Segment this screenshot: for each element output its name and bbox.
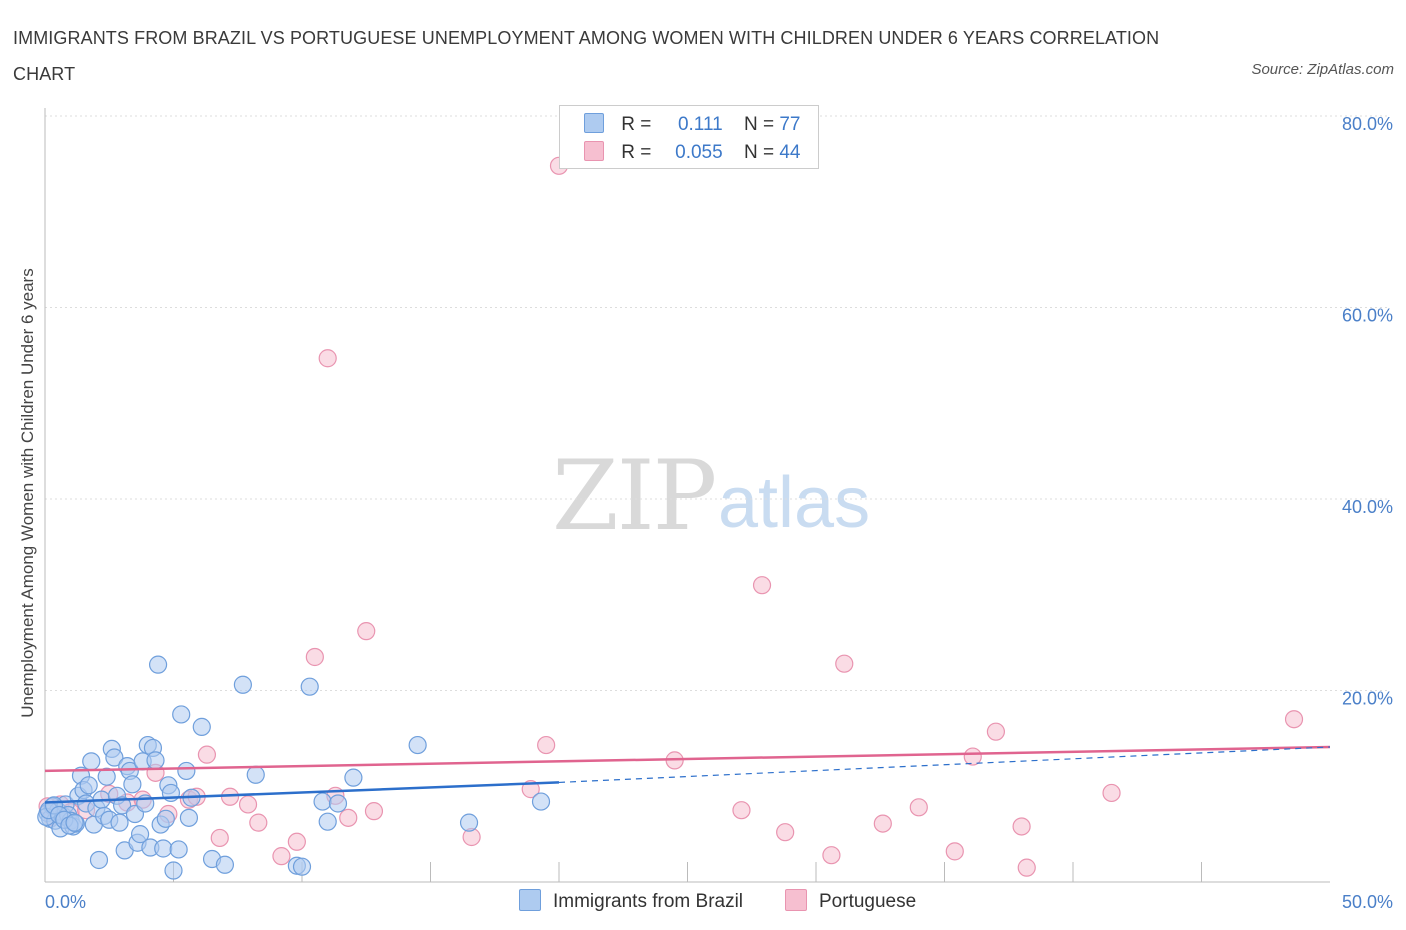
grid-lines <box>45 115 1390 691</box>
brazil-point <box>344 768 363 787</box>
brazil-point <box>179 808 199 827</box>
portuguese-point <box>909 798 928 817</box>
y-tick-label: 60.0% <box>1342 306 1393 326</box>
portuguese-point <box>963 747 982 766</box>
portuguese-point <box>238 795 258 814</box>
portuguese-point <box>1102 783 1121 803</box>
portuguese-point <box>873 814 892 833</box>
brazil-point <box>110 813 129 832</box>
brazil-point <box>97 767 116 786</box>
brazil-point <box>79 776 98 795</box>
y-tick-label: 80.0% <box>1342 114 1393 134</box>
brazil-point <box>408 735 427 755</box>
axes <box>44 108 1330 883</box>
brazil-swatch <box>584 113 604 133</box>
brazil-point <box>148 655 168 674</box>
y-tick-label: 20.0% <box>1342 689 1393 709</box>
watermark-atlas: atlas <box>718 463 871 543</box>
brazil-point <box>172 705 191 724</box>
bottom-legend-portuguese: Portuguese <box>785 889 916 913</box>
brazil-point <box>318 812 337 831</box>
bottom-legend-portuguese-label: Portuguese <box>819 891 917 912</box>
brazil-point <box>112 796 132 815</box>
portuguese-point <box>249 813 268 832</box>
source-label: Source: ZipAtlas.com <box>1251 61 1394 78</box>
trend-lines <box>44 745 1331 804</box>
brazil-point <box>154 839 173 858</box>
legend-r-value-portuguese: 0.055 <box>675 142 723 163</box>
brazil-point <box>292 857 312 876</box>
brazil-point <box>82 752 101 771</box>
y-tick-label: 40.0% <box>1342 497 1393 517</box>
brazil-trend-line <box>44 781 560 804</box>
legend-r-value-brazil: 0.111 <box>677 114 723 135</box>
brazil-point <box>105 748 124 767</box>
portuguese-trend-line <box>44 745 1331 773</box>
bottom-brazil-swatch <box>519 889 541 911</box>
portuguese-point <box>210 828 229 848</box>
portuguese-point <box>220 787 240 806</box>
chart-title: IMMIGRANTS FROM BRAZIL VS PORTUGUESE UNE… <box>13 28 1160 84</box>
brazil-point <box>177 761 196 781</box>
brazil-point <box>192 717 211 736</box>
legend-n-label-portuguese: N = <box>743 142 775 163</box>
portuguese-point <box>272 847 291 866</box>
brazil-point <box>123 775 142 794</box>
portuguese-point <box>305 647 324 667</box>
brazil-point <box>328 794 348 813</box>
portuguese-point <box>339 808 358 827</box>
legend-row-portuguese: R = 0.055 N = 44 <box>584 141 800 165</box>
portuguese-point <box>1012 817 1031 836</box>
brazil-point <box>300 677 319 696</box>
brazil-point <box>164 861 183 880</box>
legend-n-value-portuguese: 44 <box>779 142 801 163</box>
brazil-point <box>65 813 84 832</box>
bottom-legend-brazil: Immigrants from Brazil <box>519 889 743 913</box>
brazil-point <box>459 813 479 832</box>
portuguese-point <box>318 349 337 368</box>
legend-n-label-brazil: N = <box>743 114 775 135</box>
portuguese-point <box>776 823 795 842</box>
brazil-point <box>156 809 175 828</box>
brazil-trend-extension <box>558 746 1331 784</box>
x-tick-label: 0.0% <box>45 892 86 912</box>
portuguese-point <box>945 842 964 861</box>
brazil-point <box>146 751 165 770</box>
correlation-legend: R = 0.111 N = 77 R = 0.055 N = 44 <box>559 105 819 169</box>
portuguese-point <box>537 735 556 755</box>
portuguese-point <box>732 801 751 820</box>
portuguese-point <box>1284 710 1304 729</box>
tick-labels: 20.0% 40.0% 60.0% 80.0% 0.0% 50.0% <box>45 114 1393 912</box>
bottom-legend-brazil-label: Immigrants from Brazil <box>553 891 744 912</box>
portuguese-point <box>364 802 384 821</box>
watermark-zip: ZIP <box>552 440 717 552</box>
legend-row-brazil: R = 0.111 N = 77 <box>584 113 800 137</box>
portuguese-point <box>822 846 841 865</box>
brazil-point <box>215 855 234 874</box>
portuguese-point <box>1017 858 1036 877</box>
portuguese-point <box>986 722 1006 741</box>
portuguese-point <box>357 622 376 641</box>
brazil-point <box>313 792 332 811</box>
portuguese-point <box>752 576 772 595</box>
portuguese-point <box>835 654 854 673</box>
portuguese-swatch <box>584 141 604 161</box>
brazil-point <box>130 825 150 844</box>
portuguese-point <box>197 745 217 764</box>
brazil-point <box>169 840 188 859</box>
brazil-point <box>246 765 265 784</box>
brazil-point <box>233 675 252 694</box>
portuguese-point <box>287 832 306 851</box>
bottom-portuguese-swatch <box>785 889 807 911</box>
legend-r-label-brazil: R = <box>621 114 652 135</box>
x-tick-label: 50.0% <box>1342 892 1393 912</box>
legend-r-label-portuguese: R = <box>621 142 652 163</box>
legend-n-value-brazil: 77 <box>779 114 801 135</box>
brazil-point <box>89 850 109 870</box>
brazil-point <box>531 792 551 811</box>
